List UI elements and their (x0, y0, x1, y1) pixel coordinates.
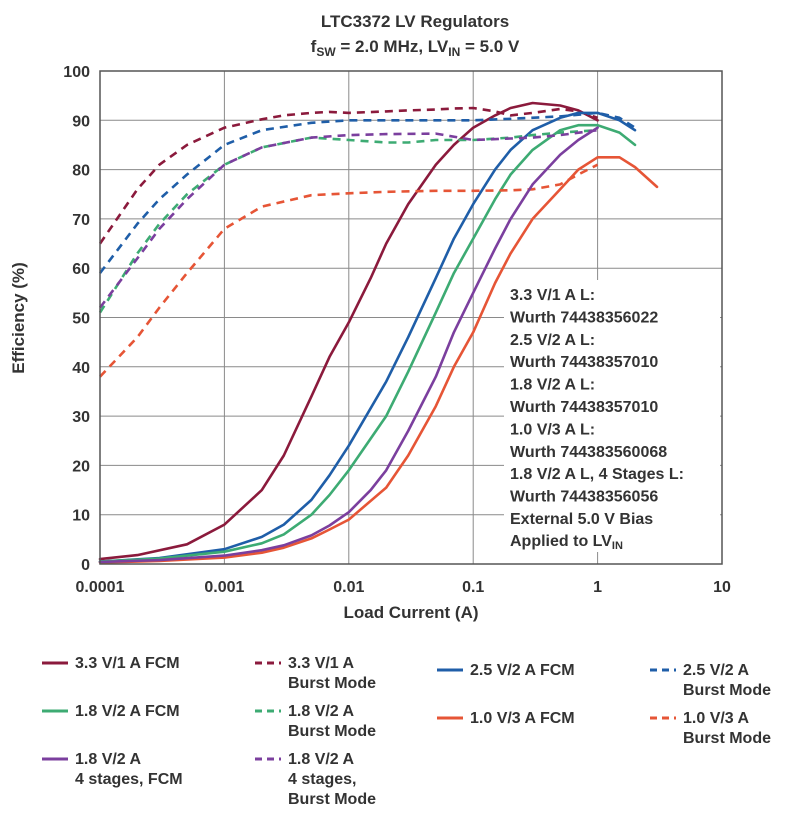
legend-label: 4 stages, (288, 771, 356, 788)
series-line-8 (99, 163, 599, 378)
legend-label: Burst Mode (288, 791, 376, 808)
axis-ticks: 0 10 20 30 40 50 60 70 80 90 100 0.0001 0.001 0.01 0.1… (63, 64, 731, 596)
series-line-1 (98, 101, 599, 561)
legend-entry-10: 1.8 V/2 A 4 stages, Burst Mode (255, 751, 376, 808)
x-tick-label: 0.01 (333, 579, 364, 596)
legend-entry-1: 3.3 V/1 A FCM (42, 655, 180, 672)
series-line-9 (98, 126, 599, 564)
plot-frame (99, 70, 723, 565)
annotation-line: External 5.0 V Bias (510, 511, 653, 528)
legend-label: 1.8 V/2 A FCM (75, 703, 180, 720)
legend-label: 3.3 V/1 A (288, 655, 355, 672)
legend-label: 1.0 V/3 A FCM (470, 710, 575, 727)
y-tick-label: 50 (72, 311, 90, 328)
y-tick-label: 90 (72, 113, 90, 130)
chart-title-line2: fSW = 2.0 MHz, LVIN = 5.0 V (311, 37, 520, 59)
series-line-10 (98, 128, 598, 309)
annotation-line: Wurth 74438356022 (510, 309, 658, 326)
legend-entry-3: 2.5 V/2 A FCM (437, 662, 575, 679)
series-line-6 (98, 128, 598, 314)
legend-label: 1.8 V/2 A (288, 703, 355, 720)
legend-entry-6: 1.8 V/2 A Burst Mode (255, 703, 376, 740)
annotation-line: Wurth 744383560068 (510, 444, 667, 461)
x-tick-label: 1 (593, 579, 602, 596)
legend-label: Burst Mode (683, 682, 771, 699)
legend-label: 2.5 V/2 A (683, 662, 750, 679)
annotation-line: 2.5 V/2 A L: (510, 332, 595, 349)
annotation-line: 1.8 V/2 A L: (510, 377, 595, 394)
annotation-line: Wurth 74438356056 (510, 489, 658, 506)
y-tick-label: 40 (72, 360, 90, 377)
annotation-line: Wurth 74438357010 (510, 399, 658, 416)
y-tick-label: 100 (63, 64, 90, 81)
legend-label: 4 stages, FCM (75, 771, 183, 788)
annotation-line: 3.3 V/1 A L: (510, 287, 595, 304)
series-line-4 (98, 111, 636, 274)
legend-entry-8: 1.0 V/3 A Burst Mode (650, 710, 771, 747)
y-tick-label: 80 (72, 163, 90, 180)
legend-entry-4: 2.5 V/2 A Burst Mode (650, 662, 771, 699)
legend-label: 1.8 V/2 A (75, 751, 142, 768)
legend-entry-5: 1.8 V/2 A FCM (42, 703, 180, 720)
series-line-7 (98, 156, 659, 564)
annotation-line: 1.8 V/2 A L, 4 Stages L: (510, 466, 684, 483)
legend-label: 1.0 V/3 A (683, 710, 750, 727)
legend-label: Burst Mode (288, 675, 376, 692)
inductor-annotation: 3.3 V/1 A L: Wurth 74438356022 2.5 V/2 A L… (510, 287, 684, 528)
y-tick-label: 70 (72, 212, 90, 229)
y-tick-label: 30 (72, 409, 90, 426)
annotation-line-bias-applied: Applied to LVIN (510, 533, 623, 552)
series-line-2 (98, 106, 599, 245)
legend-entry-2: 3.3 V/1 A Burst Mode (255, 655, 376, 692)
y-tick-label: 0 (81, 557, 90, 574)
y-axis-label: Efficiency (%) (9, 262, 28, 373)
annotation-background (504, 280, 720, 552)
chart-title-line1: LTC3372 LV Regulators (321, 12, 509, 31)
legend-label: Burst Mode (683, 730, 771, 747)
x-tick-label: 10 (713, 579, 731, 596)
annotation-line: 1.0 V/3 A L: (510, 421, 595, 438)
legend-label: Burst Mode (288, 723, 376, 740)
y-tick-label: 10 (72, 508, 90, 525)
series-lines (98, 101, 659, 564)
x-tick-label: 0.0001 (76, 579, 125, 596)
x-tick-label: 0.001 (204, 579, 244, 596)
x-axis-label: Load Current (A) (343, 603, 478, 622)
x-tick-label: 0.1 (462, 579, 484, 596)
legend-label: 2.5 V/2 A FCM (470, 662, 575, 679)
series-line-3 (98, 111, 637, 563)
legend-entry-7: 1.0 V/3 A FCM (437, 710, 575, 727)
legend-entry-9: 1.8 V/2 A 4 stages, FCM (42, 751, 183, 788)
y-tick-label: 20 (72, 458, 90, 475)
series-line-5 (98, 123, 637, 563)
legend-label: 3.3 V/1 A FCM (75, 655, 180, 672)
y-tick-label: 60 (72, 261, 90, 278)
legend-label: 1.8 V/2 A (288, 751, 355, 768)
annotation-line: Wurth 74438357010 (510, 354, 658, 371)
